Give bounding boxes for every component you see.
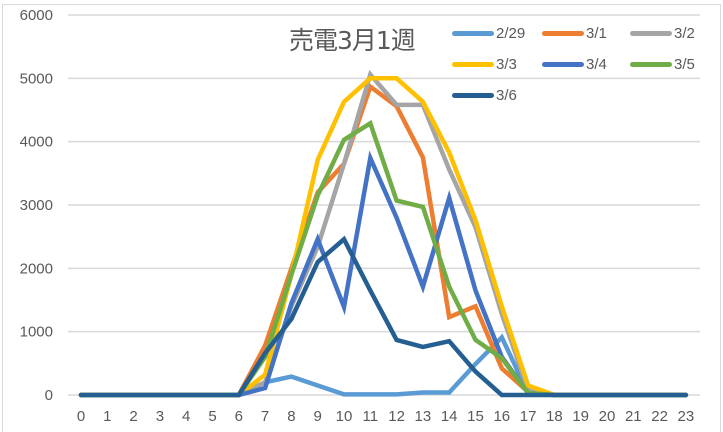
legend-label: 3/2 [674,25,695,42]
x-tick-label: 17 [520,408,537,425]
legend-swatch-icon [452,31,494,36]
legend-item-3-5[interactable]: 3/5 [630,56,695,73]
legend-label: 3/1 [586,25,607,42]
legend-item-3-3[interactable]: 3/3 [452,56,517,73]
x-tick-label: 19 [572,408,589,425]
x-tick-label: 15 [467,408,484,425]
x-tick-label: 3 [156,408,164,425]
y-tick-label: 6000 [20,7,53,24]
series-line-3-5[interactable] [78,119,689,398]
legend-swatch-icon [542,62,584,67]
x-tick-label: 22 [651,408,668,425]
x-tick-label: 13 [415,408,432,425]
series-line-3-4[interactable] [78,150,689,398]
x-tick-label: 1 [103,408,111,425]
series-line-3-6[interactable] [78,235,689,398]
legend-label: 3/4 [586,56,607,73]
legend-label: 3/3 [496,56,517,73]
x-tick-label: 16 [493,408,510,425]
x-tick-label: 12 [388,408,405,425]
legend-item-3-4[interactable]: 3/4 [542,56,607,73]
x-tick-label: 18 [546,408,563,425]
x-tick-label: 11 [363,408,379,425]
legend-swatch-icon [452,93,494,98]
legend-item-3-1[interactable]: 3/1 [542,25,607,42]
legend-swatch-icon [630,31,672,36]
y-tick-label: 4000 [20,134,53,151]
series-line-3-3[interactable] [78,76,689,398]
x-tick-label: 8 [287,408,295,425]
legend-swatch-icon [630,62,672,67]
legend-item-3-6[interactable]: 3/6 [452,87,517,104]
legend-item-3-2[interactable]: 3/2 [630,25,695,42]
legend-label: 3/6 [496,87,517,104]
legend-item-2-29[interactable]: 2/29 [452,25,525,42]
legend-label: 3/5 [674,56,695,73]
x-tick-label: 7 [261,408,269,425]
series-line-2-29[interactable] [78,333,689,398]
legend-label: 2/29 [496,25,526,42]
series-line-3-1[interactable] [78,82,689,398]
legend-swatch-icon [452,62,494,67]
x-tick-label: 6 [235,408,243,425]
x-tick-label: 20 [599,408,616,425]
x-tick-label: 0 [77,408,85,425]
x-tick-label: 14 [441,408,458,425]
y-tick-label: 0 [45,387,53,404]
legend-swatch-icon [542,31,584,36]
x-tick-label: 5 [208,408,216,425]
y-tick-label: 5000 [20,70,53,87]
series-line-3-2[interactable] [78,69,689,398]
y-tick-label: 2000 [20,260,53,277]
x-tick-label: 9 [314,408,322,425]
x-tick-label: 2 [129,408,137,425]
x-tick-label: 21 [625,408,642,425]
y-tick-label: 1000 [20,324,53,341]
x-tick-label: 23 [678,408,695,425]
y-tick-label: 3000 [20,197,53,214]
chart-title[interactable]: 売電3月1週 [289,26,416,55]
x-tick-label: 10 [336,408,353,425]
x-tick-label: 4 [182,408,190,425]
